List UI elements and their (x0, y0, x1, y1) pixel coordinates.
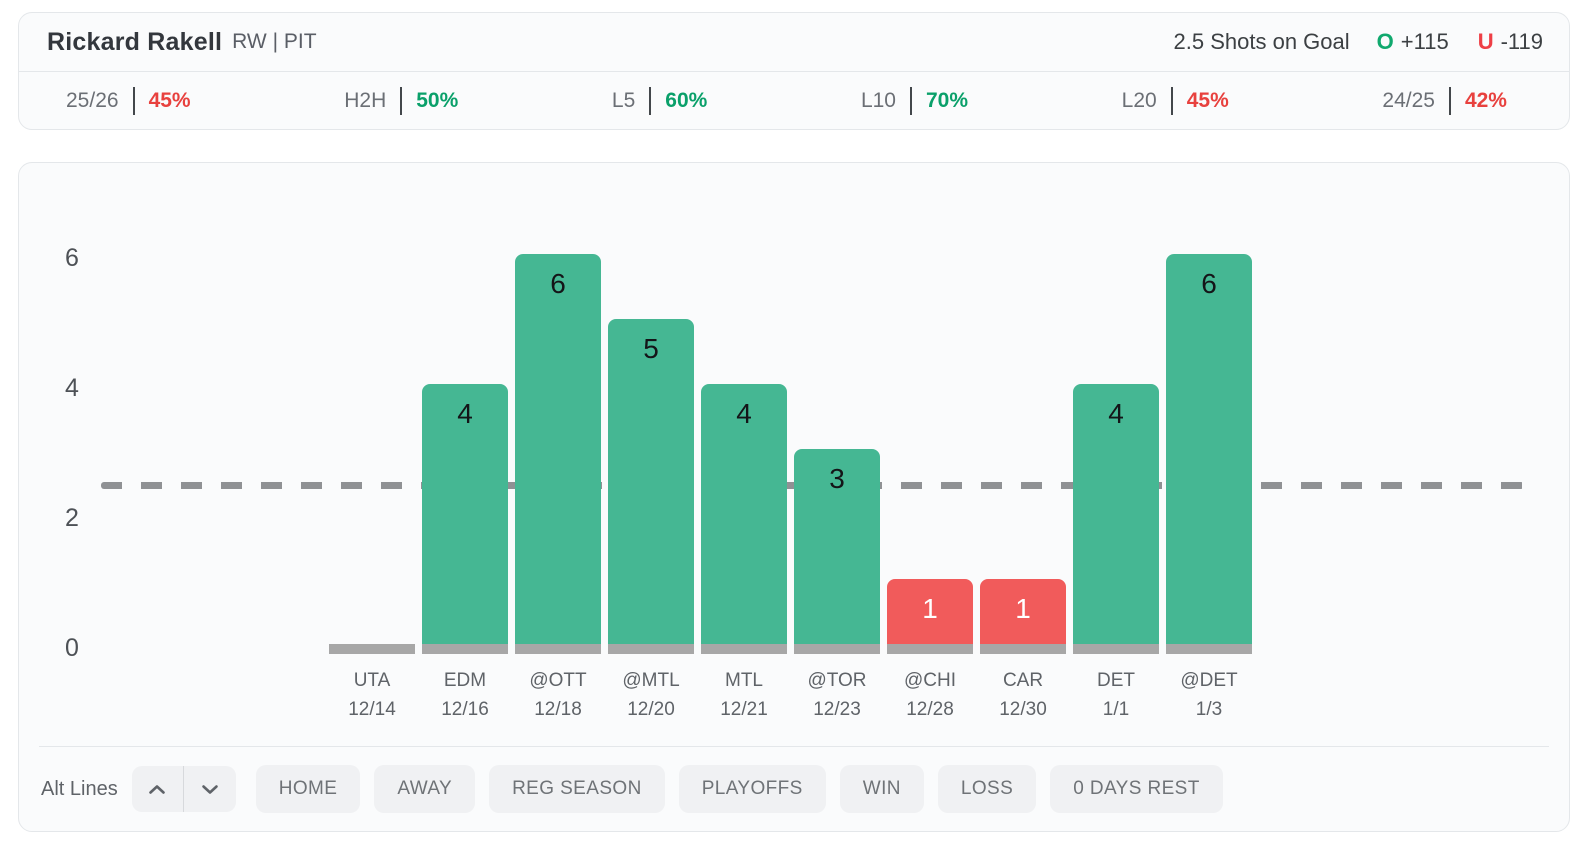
game-bar-edm[interactable]: 4 (422, 384, 508, 654)
stat-item-h2h: H2H 50% (344, 87, 458, 115)
stepper-separator (183, 766, 185, 812)
stat-value: 45% (148, 89, 191, 112)
game-bar-uta[interactable] (329, 644, 415, 654)
stat-separator (649, 87, 652, 115)
stat-value: 42% (1464, 89, 1507, 112)
alt-line-up-button[interactable] (132, 766, 184, 812)
bar-base-strip (980, 644, 1066, 654)
stat-value: 70% (926, 89, 969, 112)
bar-base-strip (887, 644, 973, 654)
bar-value-label: 1 (922, 593, 938, 624)
game-bar-mtl[interactable]: 4 (701, 384, 787, 654)
bar-value-label: 3 (829, 463, 845, 494)
x-axis-label-edm: EDM 12/16 (441, 670, 489, 720)
x-axis-label-at-det: @DET 1/3 (1180, 670, 1238, 720)
filter-button-reg-season[interactable]: REG SEASON (489, 765, 665, 813)
stats-row: 25/26 45% H2H 50% L5 60% L10 70% L20 45% 24/25 42% (19, 72, 1569, 130)
game-log-chart-card: 0 2 4 6 UTA 12/14 4 EDM 12/16 6 @OTT 12/18 5 @MTL … (18, 162, 1570, 832)
x-axis-label-det: DET 1/1 (1097, 670, 1135, 720)
stat-label: L5 (611, 89, 636, 112)
bar-base-strip (1166, 644, 1252, 654)
filter-button-loss[interactable]: LOSS (937, 765, 1037, 813)
stat-label: H2H (344, 89, 387, 112)
bar-base-strip (1073, 644, 1159, 654)
bar-value-label: 6 (1201, 268, 1217, 299)
game-bar-car[interactable]: 1 (980, 579, 1066, 654)
bar-base-strip (701, 644, 787, 654)
game-bar-at-mtl[interactable]: 5 (608, 319, 694, 654)
filter-button-0-days-rest[interactable]: 0 DAYS REST (1050, 765, 1223, 813)
bar-base-strip (608, 644, 694, 654)
header-divider (19, 71, 1569, 72)
filter-button-home[interactable]: HOME (255, 765, 361, 813)
bar-base-strip (794, 644, 880, 654)
x-axis-label-at-tor: @TOR 12/23 (807, 670, 867, 720)
filter-button-win[interactable]: WIN (839, 765, 924, 813)
stat-value: 45% (1186, 89, 1229, 112)
x-axis-label-car: CAR 12/30 (999, 670, 1047, 720)
filter-button-playoffs[interactable]: PLAYOFFS (678, 765, 826, 813)
stat-item-24-25: 24/25 42% (1382, 87, 1507, 115)
x-axis-label-mtl: MTL 12/21 (720, 670, 768, 720)
stat-value: 50% (416, 89, 459, 112)
alt-line-down-button[interactable] (184, 766, 236, 812)
bar-value-label: 4 (1108, 398, 1124, 429)
stat-separator (132, 87, 135, 115)
stat-value: 60% (665, 89, 708, 112)
player-position-team: RW | PIT (232, 30, 317, 53)
game-bar-at-det[interactable]: 6 (1166, 254, 1252, 654)
bar-base-strip (515, 644, 601, 654)
bar-base-strip (422, 644, 508, 654)
player-name: Rickard Rakell (47, 27, 223, 56)
over-odds[interactable]: +115 (1400, 29, 1449, 54)
stat-item-25-26: 25/26 45% (66, 87, 191, 115)
stat-item-l20: L20 45% (1122, 87, 1229, 115)
bar-value-label: 1 (1015, 593, 1031, 624)
filter-buttons: HOME AWAY REG SEASON PLAYOFFS WIN LOSS 0 DAYS … (255, 765, 1223, 813)
stat-label: 24/25 (1382, 89, 1435, 112)
chevron-up-icon (149, 784, 166, 794)
stat-item-l10: L10 70% (861, 87, 968, 115)
player-header-row: Rickard Rakell RW | PIT 2.5 Shots on Goa… (19, 13, 1569, 71)
stat-label: L20 (1121, 89, 1157, 112)
bar-value-label: 6 (550, 268, 566, 299)
x-axis-label-uta: UTA 12/14 (348, 670, 396, 720)
alt-lines-label: Alt Lines (41, 777, 118, 800)
y-axis-tick-2: 2 (65, 504, 79, 532)
y-axis-tick-6: 6 (65, 244, 79, 272)
stat-separator (1170, 87, 1173, 115)
stat-item-l5: L5 60% (612, 87, 707, 115)
y-axis-tick-4: 4 (65, 374, 79, 402)
toolbar-divider (39, 746, 1549, 747)
x-axis-label-at-ott: @OTT 12/18 (529, 670, 587, 720)
bar-value-label: 4 (736, 398, 752, 429)
prop-line-label: 2.5 Shots on Goal (1173, 29, 1350, 54)
bar-value-label: 4 (457, 398, 473, 429)
chevron-down-icon (202, 784, 218, 794)
game-bar-at-chi[interactable]: 1 (887, 579, 973, 654)
stat-separator (1448, 87, 1451, 115)
x-axis-label-at-chi: @CHI 12/28 (903, 670, 956, 720)
stat-label: L10 (860, 89, 896, 112)
over-indicator[interactable]: O (1376, 29, 1394, 54)
prop-odds-group: 2.5 Shots on Goal O +115 U -119 (1174, 29, 1543, 55)
game-bar-det[interactable]: 4 (1073, 384, 1159, 654)
game-bar-at-tor[interactable]: 3 (794, 449, 880, 654)
under-indicator[interactable]: U (1477, 29, 1494, 54)
bar-value-label: 5 (643, 333, 659, 364)
stat-separator (400, 87, 403, 115)
alt-lines-stepper (131, 766, 236, 812)
x-axis-label-at-mtl: @MTL 12/20 (622, 670, 680, 720)
stat-label: 25/26 (66, 89, 119, 112)
bar-base-strip (329, 644, 415, 654)
player-prop-card: Rickard Rakell RW | PIT 2.5 Shots on Goa… (18, 12, 1570, 130)
filter-button-away[interactable]: AWAY (374, 765, 476, 813)
under-odds[interactable]: -119 (1500, 29, 1543, 54)
y-axis-tick-0: 0 (65, 634, 79, 662)
stat-separator (910, 87, 912, 115)
chart-toolbar: Alt Lines HOME AWAY REG SEASON PLAYOFFS WIN L… (19, 747, 1569, 831)
game-bar-at-ott[interactable]: 6 (515, 254, 601, 654)
